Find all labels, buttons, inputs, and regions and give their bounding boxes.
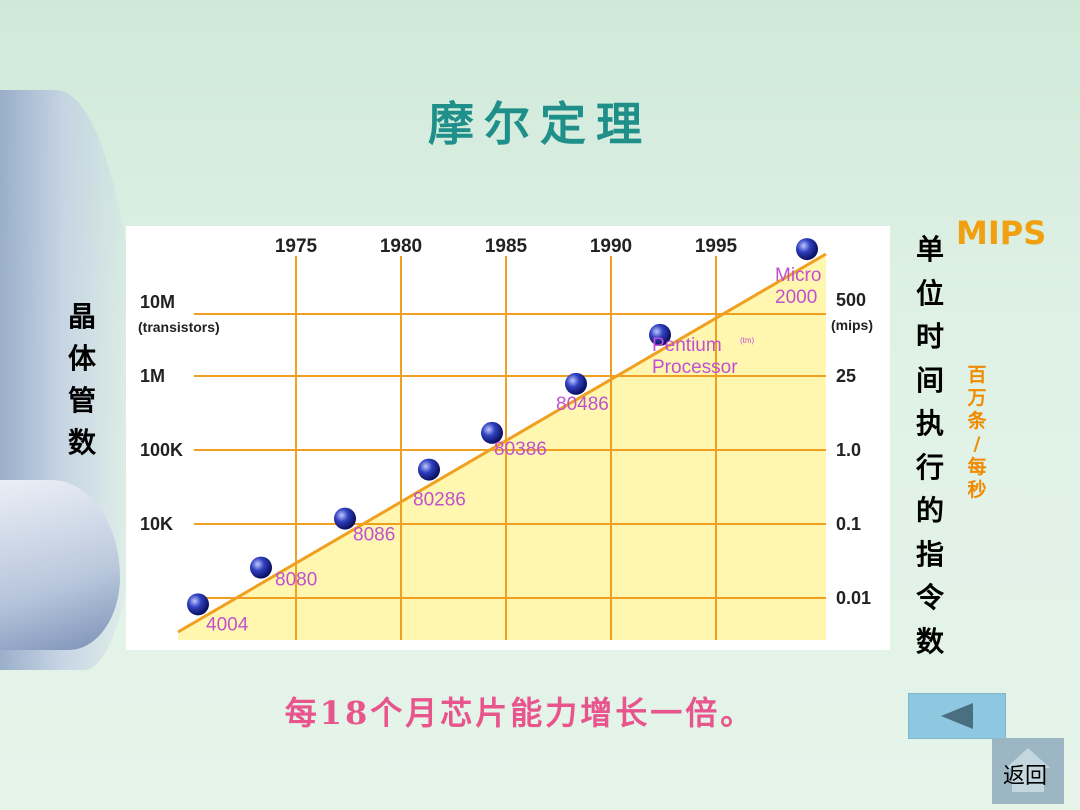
right-axis-label-char: 令	[915, 581, 944, 614]
left-decoration-lower	[0, 480, 120, 650]
left-tick-label: 10M	[140, 292, 175, 312]
mips-unit-char: 万	[967, 387, 987, 409]
data-point-label: 80286	[413, 490, 466, 511]
x-tick-label: 1990	[590, 236, 632, 257]
right-tick-label: 25	[836, 366, 856, 386]
left-axis-label-char: 管	[67, 384, 96, 417]
mips-label: MIPS	[956, 214, 1047, 252]
right-tick-label: 0.1	[836, 514, 861, 534]
data-point	[418, 458, 440, 481]
left-axis-label-char: 数	[67, 426, 96, 459]
data-point-label: 80486	[556, 394, 609, 415]
data-point	[796, 238, 818, 261]
home-icon	[1006, 748, 1050, 792]
data-point	[565, 372, 587, 395]
x-tick-label: 1985	[485, 236, 528, 257]
trend-line	[177, 252, 827, 634]
x-tick-label: 1980	[380, 236, 422, 257]
back-button[interactable]	[908, 693, 1006, 739]
trend-area	[178, 254, 826, 640]
left-axis-unit: (transistors)	[138, 319, 220, 335]
data-point-label: Micro	[775, 265, 821, 286]
data-point-label: 80386	[494, 439, 547, 460]
left-axis-label-char: 晶	[67, 300, 96, 333]
data-point	[334, 507, 356, 530]
page-title: 摩尔定理	[428, 97, 652, 151]
mips-unit-char: 百	[967, 364, 987, 386]
right-tick-label: 500	[836, 290, 866, 310]
right-axis-label-char: 执	[915, 407, 944, 440]
data-point-label-line2: Processor	[652, 357, 738, 378]
home-button[interactable]	[992, 738, 1064, 804]
data-point	[649, 323, 671, 346]
data-point	[250, 556, 272, 579]
right-axis-label-char: 数	[915, 624, 944, 658]
right-axis-unit: (mips)	[831, 317, 873, 333]
data-point-label-line2: 2000	[775, 287, 817, 308]
data-point	[187, 593, 209, 616]
left-tick-label: 1M	[140, 366, 165, 386]
right-axis-label-char: 单	[915, 233, 944, 266]
data-point-label: 8086	[353, 525, 395, 546]
mips-unit-char: 条	[967, 410, 987, 432]
data-point-label: 8080	[275, 570, 317, 591]
chart-svg: 1975 1980 1985 1990 1995 10M 1M 100K 10K (transis…	[138, 236, 873, 640]
mips-unit-char: /	[973, 433, 981, 455]
data-point-label: 4004	[206, 614, 249, 635]
right-axis-label-char: 指	[915, 537, 944, 571]
left-tick-label: 10K	[140, 514, 173, 534]
mips-unit-char: 秒	[967, 479, 987, 501]
right-tick-label: 1.0	[836, 440, 861, 460]
left-axis-label: 晶体管数	[62, 296, 102, 464]
data-point	[481, 421, 503, 444]
right-axis-label-char: 行	[915, 450, 944, 484]
mips-unit-char: 每	[967, 456, 987, 478]
mips-unit-label: 百万条 / 每秒	[962, 364, 992, 502]
left-tick-label: 100K	[140, 440, 183, 460]
moore-law-chart: 1975 1980 1985 1990 1995 10M 1M 100K 10K (transis…	[126, 226, 890, 650]
data-point-label: Pentium	[652, 335, 722, 356]
right-axis-label-char: 时	[915, 320, 944, 353]
right-tick-label: 0.01	[836, 588, 871, 608]
right-axis-label-char: 位	[915, 276, 944, 310]
x-tick-label: 1975	[275, 236, 318, 257]
home-button-label: 返回	[1003, 764, 1048, 789]
right-axis-label-char: 间	[915, 363, 944, 397]
caption: 每18个月芯片能力增长一倍。	[284, 694, 756, 732]
triangle-left-icon	[941, 703, 973, 729]
data-point-sup: (tm)	[740, 336, 755, 345]
x-tick-label: 1995	[695, 236, 738, 257]
right-axis-label: 单位时间执行的指令数	[910, 228, 950, 663]
left-axis-label-char: 体	[67, 342, 96, 375]
right-axis-label-char: 的	[915, 494, 944, 527]
